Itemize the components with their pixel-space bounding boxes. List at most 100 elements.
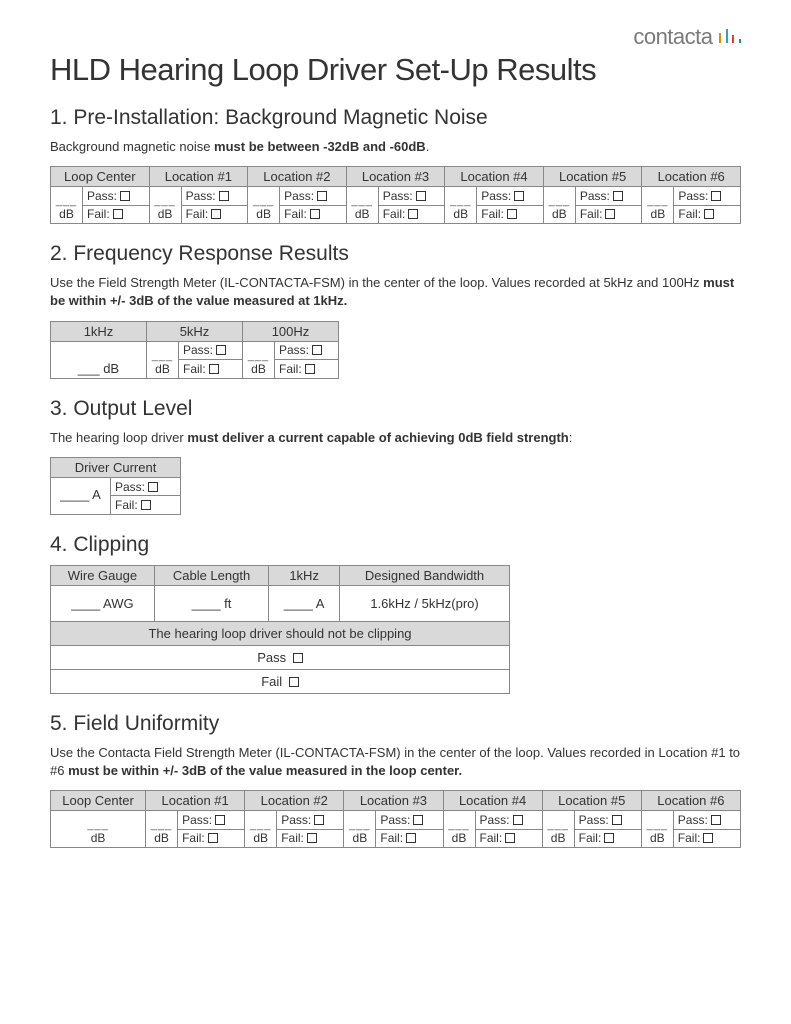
fail-row[interactable]: Fail: <box>674 205 740 224</box>
checkbox-icon[interactable] <box>305 364 315 374</box>
checkbox-icon[interactable] <box>612 815 622 825</box>
pass-row[interactable]: Pass: <box>280 187 346 205</box>
pass-row[interactable]: Pass: <box>277 811 343 829</box>
fail-row[interactable]: Fail: <box>674 829 740 848</box>
blank-value[interactable]: ___ <box>87 819 108 831</box>
checkbox-icon[interactable] <box>120 191 130 201</box>
pass-row[interactable]: Pass: <box>179 342 242 360</box>
checkbox-icon[interactable] <box>307 833 317 843</box>
checkbox-icon[interactable] <box>209 364 219 374</box>
blank-value[interactable]: ___ <box>450 195 471 207</box>
fail-row[interactable]: Fail: <box>280 205 346 224</box>
blank-value[interactable]: ___ <box>248 350 269 362</box>
pass-row[interactable]: Pass: <box>83 187 149 205</box>
pass-row[interactable]: Pass: <box>477 187 543 205</box>
pass-row[interactable]: Pass: <box>275 342 338 360</box>
s2-h0: 1kHz <box>51 321 147 341</box>
blank-value[interactable]: ___ <box>151 819 172 831</box>
checkbox-icon[interactable] <box>604 833 614 843</box>
fail-row[interactable]: Fail: <box>179 359 242 378</box>
checkbox-icon[interactable] <box>293 653 303 663</box>
pass-row[interactable]: Pass: <box>182 187 248 205</box>
checkbox-icon[interactable] <box>711 815 721 825</box>
fail-row[interactable]: Fail: <box>379 205 445 224</box>
pass-row[interactable]: Pass: <box>576 187 642 205</box>
pass-row[interactable]: Pass: <box>379 187 445 205</box>
checkbox-icon[interactable] <box>416 191 426 201</box>
checkbox-icon[interactable] <box>406 833 416 843</box>
fail-row[interactable]: Fail: <box>275 359 338 378</box>
checkbox-icon[interactable] <box>711 191 721 201</box>
checkbox-icon[interactable] <box>219 191 229 201</box>
s4-wire[interactable]: ____ AWG <box>51 585 155 621</box>
blank-value[interactable]: ___ <box>549 195 570 207</box>
fail-row[interactable]: Fail: <box>477 205 543 224</box>
checkbox-icon[interactable] <box>148 482 158 492</box>
checkbox-icon[interactable] <box>216 345 226 355</box>
s4-khz[interactable]: ____ A <box>269 585 340 621</box>
s5-h3: Location #3 <box>344 791 443 811</box>
checkbox-icon[interactable] <box>513 815 523 825</box>
measurement-cell: ___dBPass:Fail: <box>146 811 245 848</box>
s4-pass[interactable]: Pass <box>51 645 510 669</box>
fail-row[interactable]: Fail: <box>111 495 180 514</box>
pass-row[interactable]: Pass: <box>111 478 180 496</box>
pass-row[interactable]: Pass: <box>674 187 740 205</box>
section1-heading: 1. Pre-Installation: Background Magnetic… <box>50 106 741 130</box>
fail-row[interactable]: Fail: <box>178 829 244 848</box>
measurement-cell: ___dBPass:Fail: <box>51 187 150 224</box>
pass-row[interactable]: Pass: <box>476 811 542 829</box>
s3-h: Driver Current <box>51 457 181 477</box>
checkbox-icon[interactable] <box>514 191 524 201</box>
blank-value[interactable]: ___ <box>647 819 668 831</box>
blank-value[interactable]: ___ <box>154 195 175 207</box>
pass-row[interactable]: Pass: <box>178 811 244 829</box>
s4-cable[interactable]: ____ ft <box>154 585 268 621</box>
fail-row[interactable]: Fail: <box>182 205 248 224</box>
pass-row[interactable]: Pass: <box>376 811 442 829</box>
fail-row[interactable]: Fail: <box>575 829 641 848</box>
checkbox-icon[interactable] <box>208 833 218 843</box>
blank-value[interactable]: ___ dB <box>78 361 119 376</box>
checkbox-icon[interactable] <box>312 345 322 355</box>
checkbox-icon[interactable] <box>113 209 123 219</box>
fail-row[interactable]: Fail: <box>376 829 442 848</box>
fail-row[interactable]: Fail: <box>476 829 542 848</box>
checkbox-icon[interactable] <box>141 500 151 510</box>
checkbox-icon[interactable] <box>505 833 515 843</box>
checkbox-icon[interactable] <box>613 191 623 201</box>
checkbox-icon[interactable] <box>211 209 221 219</box>
s1-row: ___dBPass:Fail: ___dBPass:Fail: ___dBPas… <box>51 187 741 224</box>
pass-row[interactable]: Pass: <box>575 811 641 829</box>
checkbox-icon[interactable] <box>317 191 327 201</box>
checkbox-icon[interactable] <box>289 677 299 687</box>
checkbox-icon[interactable] <box>703 833 713 843</box>
s2-center-cell: ___ dB <box>51 341 147 378</box>
checkbox-icon[interactable] <box>704 209 714 219</box>
blank-value[interactable]: ____ A <box>60 487 101 502</box>
s4-fail[interactable]: Fail <box>51 669 510 693</box>
checkbox-icon[interactable] <box>408 209 418 219</box>
blank-value[interactable]: ___ <box>56 195 77 207</box>
checkbox-icon[interactable] <box>215 815 225 825</box>
checkbox-icon[interactable] <box>605 209 615 219</box>
checkbox-icon[interactable] <box>314 815 324 825</box>
blank-value[interactable]: ___ <box>448 819 469 831</box>
brand-logo: contacta <box>50 24 741 50</box>
fail-row[interactable]: Fail: <box>83 205 149 224</box>
blank-value[interactable]: ___ <box>349 819 370 831</box>
blank-value[interactable]: ___ <box>152 350 173 362</box>
fail-row[interactable]: Fail: <box>576 205 642 224</box>
blank-value[interactable]: ___ <box>547 819 568 831</box>
blank-value[interactable]: ___ <box>250 819 271 831</box>
measurement-cell: ___dBPass:Fail: <box>543 187 642 224</box>
fail-row[interactable]: Fail: <box>277 829 343 848</box>
blank-value[interactable]: ___ <box>253 195 274 207</box>
s4-h1: Cable Length <box>154 565 268 585</box>
checkbox-icon[interactable] <box>413 815 423 825</box>
checkbox-icon[interactable] <box>310 209 320 219</box>
blank-value[interactable]: ___ <box>352 195 373 207</box>
blank-value[interactable]: ___ <box>647 195 668 207</box>
checkbox-icon[interactable] <box>507 209 517 219</box>
pass-row[interactable]: Pass: <box>674 811 740 829</box>
